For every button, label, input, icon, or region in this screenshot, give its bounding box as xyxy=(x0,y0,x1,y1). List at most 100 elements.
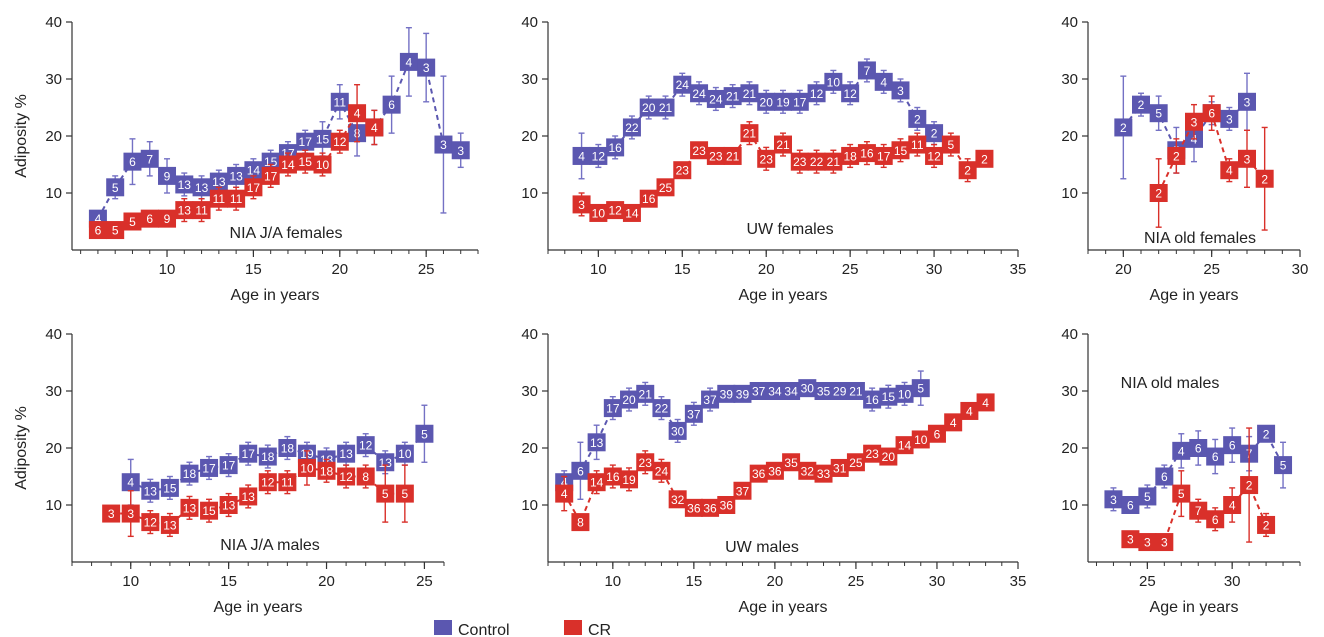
data-point xyxy=(717,496,736,514)
data-point xyxy=(227,166,246,185)
point-count-label: 23 xyxy=(760,152,774,166)
data-point xyxy=(376,484,395,503)
panel-annotation: NIA J/A females xyxy=(230,225,343,242)
point-count-label: 8 xyxy=(362,470,369,484)
point-count-label: 14 xyxy=(247,164,261,178)
point-count-label: 3 xyxy=(1144,536,1151,550)
data-point xyxy=(192,178,211,197)
point-count-label: 8 xyxy=(577,516,584,530)
series-line xyxy=(97,60,462,220)
data-point xyxy=(944,413,963,432)
data-point xyxy=(227,189,246,208)
legend-control-label: Control xyxy=(458,622,510,637)
point-count-label: 15 xyxy=(894,144,908,158)
x-axis-label: Age in years xyxy=(1150,599,1239,616)
data-point xyxy=(1104,490,1123,509)
y-tick-label: 40 xyxy=(1061,326,1078,343)
data-point xyxy=(555,484,574,503)
point-count-label: 15 xyxy=(202,504,216,518)
data-point xyxy=(434,135,453,154)
point-count-label: 6 xyxy=(577,464,584,478)
data-point xyxy=(975,149,994,168)
y-tick-label: 20 xyxy=(1061,440,1078,457)
data-point xyxy=(1202,104,1221,123)
point-count-label: 35 xyxy=(817,385,831,399)
data-point xyxy=(690,84,709,103)
x-tick-label: 25 xyxy=(416,573,433,590)
point-count-label: 2 xyxy=(1261,172,1268,186)
point-count-label: 10 xyxy=(827,75,841,89)
data-point xyxy=(863,390,882,409)
y-axis-label: Adiposity % xyxy=(13,94,30,178)
data-point xyxy=(790,152,809,171)
point-count-label: 5 xyxy=(129,215,136,229)
data-point xyxy=(668,490,687,509)
point-count-label: 4 xyxy=(982,396,989,410)
point-count-label: 17 xyxy=(222,459,236,473)
point-count-label: 18 xyxy=(183,467,197,481)
data-point xyxy=(774,92,792,111)
point-count-label: 4 xyxy=(127,476,134,490)
data-point xyxy=(200,501,219,520)
point-count-label: 33 xyxy=(817,467,831,481)
data-point xyxy=(337,467,356,486)
point-count-label: 18 xyxy=(281,442,295,456)
data-point xyxy=(684,498,703,517)
point-count-label: 3 xyxy=(897,84,904,98)
point-count-label: 11 xyxy=(281,476,294,490)
point-count-label: 37 xyxy=(736,484,750,498)
point-count-label: 20 xyxy=(622,393,636,407)
point-count-label: 3 xyxy=(1226,112,1233,126)
data-point xyxy=(121,504,140,523)
data-point xyxy=(824,72,843,91)
point-count-label: 17 xyxy=(264,169,278,183)
data-point xyxy=(160,515,179,534)
data-point xyxy=(1132,95,1150,114)
data-point xyxy=(911,379,930,398)
data-point xyxy=(382,95,401,114)
data-point xyxy=(807,152,826,171)
point-count-label: 12 xyxy=(927,149,941,163)
data-point xyxy=(160,478,179,497)
data-point xyxy=(757,92,776,111)
x-axis-label: Age in years xyxy=(1150,287,1239,304)
data-point xyxy=(830,458,849,477)
point-count-label: 12 xyxy=(339,470,353,484)
point-count-label: 4 xyxy=(966,404,973,418)
data-point xyxy=(1138,487,1157,506)
point-count-label: 6 xyxy=(1195,442,1202,456)
point-count-label: 20 xyxy=(760,95,774,109)
series-control: 4613172021223037373939373434303529211615… xyxy=(555,370,930,500)
point-count-label: 25 xyxy=(849,456,863,470)
point-count-label: 5 xyxy=(421,427,428,441)
data-point xyxy=(846,382,865,400)
point-count-label: 13 xyxy=(178,178,192,192)
x-tick-label: 10 xyxy=(590,261,607,278)
x-tick-label: 15 xyxy=(686,573,703,590)
point-count-label: 13 xyxy=(144,484,158,498)
y-tick-label: 30 xyxy=(1061,71,1078,88)
point-count-label: 24 xyxy=(692,87,706,101)
point-count-label: 15 xyxy=(316,132,330,146)
panel-annotation: NIA J/A males xyxy=(220,537,320,554)
data-point xyxy=(1257,515,1276,534)
point-count-label: 17 xyxy=(202,461,216,475)
point-count-label: 3 xyxy=(457,144,464,158)
data-point xyxy=(701,390,720,409)
point-count-label: 13 xyxy=(212,175,226,189)
data-point xyxy=(620,390,639,409)
data-point xyxy=(749,382,768,400)
y-tick-label: 30 xyxy=(45,71,62,88)
x-axis-label: Age in years xyxy=(231,287,320,304)
point-count-label: 17 xyxy=(299,135,313,149)
data-point xyxy=(1121,530,1140,549)
data-point xyxy=(620,470,639,489)
data-point xyxy=(106,178,125,197)
x-tick-label: 20 xyxy=(1115,261,1132,278)
data-point xyxy=(846,453,865,472)
data-point xyxy=(830,382,849,400)
point-count-label: 5 xyxy=(112,181,119,195)
